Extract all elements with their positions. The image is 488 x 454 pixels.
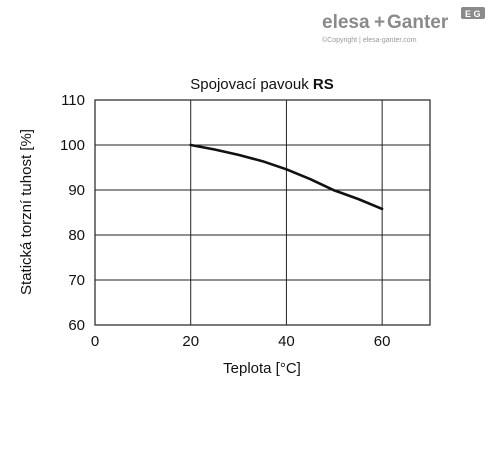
chart-grid	[94, 99, 431, 326]
chart-title-bold: RS	[313, 76, 334, 93]
logo-copyright: ©Copyright | elesa-ganter.com	[322, 36, 417, 44]
y-tick-label: 90	[68, 182, 85, 199]
y-tick-label: 100	[60, 137, 85, 154]
logo-badge: E G	[465, 9, 481, 19]
chart-series	[189, 143, 384, 211]
x-tick-label: 60	[374, 333, 391, 350]
logo-badge-box	[461, 7, 485, 19]
logo-brand-plus: +	[374, 12, 385, 33]
x-tick-label: 20	[182, 333, 199, 350]
chart-title: Spojovací pavouk RS	[190, 76, 333, 93]
y-tick-label: 60	[68, 317, 85, 334]
y-tick-label: 80	[68, 227, 85, 244]
x-axis-ticks: 0 20 40 60	[91, 333, 391, 350]
x-tick-label: 0	[91, 333, 99, 350]
plot-frame	[94, 99, 431, 326]
y-tick-label: 110	[61, 92, 85, 109]
y-axis-ticks: 60 70 80 90 100 110	[60, 92, 85, 334]
y-axis-label: Statická torzní tuhost [%]	[18, 129, 35, 295]
logo-brand-left: elesa	[322, 12, 370, 33]
x-axis-label: Teplota [°C]	[223, 360, 301, 377]
chart-title-regular: Spojovací pavouk	[190, 76, 313, 93]
y-tick-label: 70	[68, 272, 85, 289]
elesa-ganter-logo: elesa + Ganter E G ©Copyright | elesa-ga…	[322, 7, 485, 44]
series-line	[189, 143, 384, 211]
logo-brand-right: Ganter	[387, 12, 449, 33]
x-tick-label: 40	[278, 333, 295, 350]
